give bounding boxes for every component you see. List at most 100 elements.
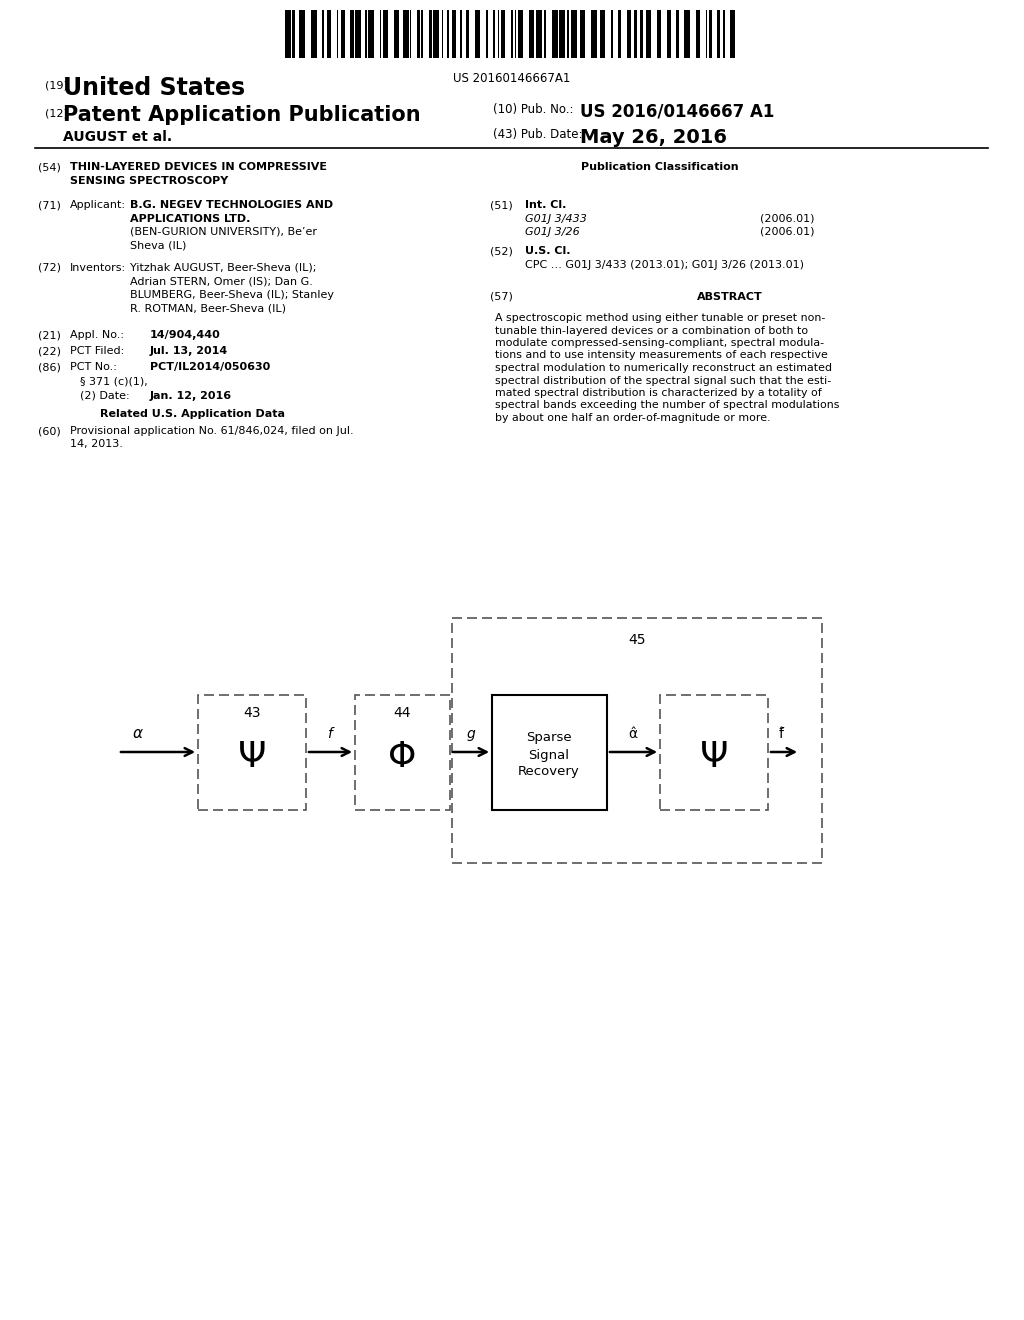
Bar bbox=[657, 11, 662, 58]
Text: Publication Classification: Publication Classification bbox=[582, 162, 738, 172]
Text: A spectroscopic method using either tunable or preset non-: A spectroscopic method using either tuna… bbox=[495, 313, 825, 323]
Text: US 2016/0146667 A1: US 2016/0146667 A1 bbox=[580, 103, 774, 121]
Bar bbox=[198, 696, 306, 810]
Bar bbox=[501, 11, 505, 58]
Text: spectral bands exceeding the number of spectral modulations: spectral bands exceeding the number of s… bbox=[495, 400, 840, 411]
Text: tunable thin-layered devices or a combination of both to: tunable thin-layered devices or a combin… bbox=[495, 326, 808, 335]
Text: mated spectral distribution is characterized by a totality of: mated spectral distribution is character… bbox=[495, 388, 821, 399]
Text: (2) Date:: (2) Date: bbox=[80, 391, 130, 401]
Text: (2006.01): (2006.01) bbox=[760, 227, 814, 238]
Text: SENSING SPECTROSCOPY: SENSING SPECTROSCOPY bbox=[70, 176, 228, 186]
Text: Jan. 12, 2016: Jan. 12, 2016 bbox=[150, 391, 232, 401]
Bar bbox=[618, 11, 622, 58]
Text: § 371 (c)(1),: § 371 (c)(1), bbox=[80, 378, 147, 387]
Bar bbox=[559, 11, 565, 58]
Bar bbox=[452, 618, 822, 863]
Bar bbox=[611, 11, 612, 58]
Bar bbox=[460, 11, 462, 58]
Bar bbox=[537, 11, 542, 58]
Text: (52): (52) bbox=[490, 247, 513, 256]
Text: Yitzhak AUGUST, Beer-Sheva (IL);: Yitzhak AUGUST, Beer-Sheva (IL); bbox=[130, 263, 316, 273]
Bar bbox=[323, 11, 324, 58]
Bar bbox=[355, 696, 450, 810]
Text: (43) Pub. Date:: (43) Pub. Date: bbox=[493, 128, 583, 141]
Text: 14, 2013.: 14, 2013. bbox=[70, 440, 123, 450]
Bar bbox=[311, 11, 316, 58]
Bar bbox=[486, 11, 487, 58]
Text: (54): (54) bbox=[38, 162, 60, 172]
Bar bbox=[730, 11, 734, 58]
Text: Appl. No.:: Appl. No.: bbox=[70, 330, 124, 341]
Text: PCT/IL2014/050630: PCT/IL2014/050630 bbox=[150, 362, 270, 372]
Bar bbox=[337, 11, 338, 58]
Bar bbox=[718, 11, 720, 58]
Bar bbox=[422, 11, 423, 58]
Text: U.S. Cl.: U.S. Cl. bbox=[525, 247, 570, 256]
Text: (71): (71) bbox=[38, 201, 60, 210]
Text: Related U.S. Application Data: Related U.S. Application Data bbox=[100, 409, 285, 418]
Text: (2006.01): (2006.01) bbox=[760, 214, 814, 223]
Text: modulate compressed-sensing-compliant, spectral modula-: modulate compressed-sensing-compliant, s… bbox=[495, 338, 824, 348]
Text: 14/904,440: 14/904,440 bbox=[150, 330, 221, 341]
Text: Provisional application No. 61/846,024, filed on Jul.: Provisional application No. 61/846,024, … bbox=[70, 426, 353, 436]
Bar bbox=[529, 11, 534, 58]
Text: May 26, 2016: May 26, 2016 bbox=[580, 128, 727, 147]
Bar bbox=[380, 11, 381, 58]
Bar bbox=[383, 11, 388, 58]
Text: (22): (22) bbox=[38, 346, 61, 356]
Bar bbox=[494, 11, 495, 58]
Text: Sheva (IL): Sheva (IL) bbox=[130, 240, 186, 251]
Text: B.G. NEGEV TECHNOLOGIES AND: B.G. NEGEV TECHNOLOGIES AND bbox=[130, 201, 333, 210]
Bar bbox=[366, 11, 367, 58]
Text: BLUMBERG, Beer-Sheva (IL); Stanley: BLUMBERG, Beer-Sheva (IL); Stanley bbox=[130, 290, 334, 300]
Bar bbox=[285, 11, 291, 58]
Text: spectral distribution of the spectral signal such that the esti-: spectral distribution of the spectral si… bbox=[495, 375, 831, 385]
Text: PCT No.:: PCT No.: bbox=[70, 362, 117, 372]
Bar bbox=[433, 11, 438, 58]
Text: (51): (51) bbox=[490, 201, 513, 210]
Text: α: α bbox=[133, 726, 143, 742]
Bar bbox=[544, 11, 547, 58]
Text: 44: 44 bbox=[393, 706, 411, 719]
Text: Adrian STERN, Omer (IS); Dan G.: Adrian STERN, Omer (IS); Dan G. bbox=[130, 276, 313, 286]
Text: g: g bbox=[467, 727, 475, 741]
Text: R. ROTMAN, Beer-Sheva (IL): R. ROTMAN, Beer-Sheva (IL) bbox=[130, 304, 286, 314]
Bar bbox=[518, 11, 523, 58]
Text: US 20160146667A1: US 20160146667A1 bbox=[454, 73, 570, 84]
Bar bbox=[571, 11, 577, 58]
Bar bbox=[410, 11, 412, 58]
Bar bbox=[394, 11, 398, 58]
Bar bbox=[600, 11, 605, 58]
Text: α̂: α̂ bbox=[629, 727, 638, 741]
Text: (19): (19) bbox=[45, 81, 68, 90]
Bar bbox=[341, 11, 345, 58]
Bar bbox=[566, 11, 569, 58]
Text: (21): (21) bbox=[38, 330, 60, 341]
Text: (BEN-GURION UNIVERSITY), Be’er: (BEN-GURION UNIVERSITY), Be’er bbox=[130, 227, 317, 238]
Text: PCT Filed:: PCT Filed: bbox=[70, 346, 124, 356]
Text: by about one half an order-of-magnitude or more.: by about one half an order-of-magnitude … bbox=[495, 413, 770, 422]
Text: Applicant:: Applicant: bbox=[70, 201, 126, 210]
Text: ABSTRACT: ABSTRACT bbox=[697, 292, 763, 301]
Text: United States: United States bbox=[63, 77, 245, 100]
Bar bbox=[369, 11, 374, 58]
Bar bbox=[580, 11, 586, 58]
Bar bbox=[417, 11, 420, 58]
Bar bbox=[515, 11, 516, 58]
Bar bbox=[299, 11, 305, 58]
Text: CPC … G01J 3/433 (2013.01); G01J 3/26 (2013.01): CPC … G01J 3/433 (2013.01); G01J 3/26 (2… bbox=[525, 260, 804, 271]
Bar bbox=[684, 11, 690, 58]
Bar bbox=[552, 11, 558, 58]
Text: (10) Pub. No.:: (10) Pub. No.: bbox=[493, 103, 573, 116]
Bar bbox=[511, 11, 513, 58]
Text: (60): (60) bbox=[38, 426, 60, 436]
Bar bbox=[696, 11, 700, 58]
Bar bbox=[452, 11, 456, 58]
Bar bbox=[634, 11, 637, 58]
Text: G01J 3/433: G01J 3/433 bbox=[525, 214, 587, 223]
Bar bbox=[402, 11, 409, 58]
Bar bbox=[492, 696, 607, 810]
Bar bbox=[706, 11, 708, 58]
Text: THIN-LAYERED DEVICES IN COMPRESSIVE: THIN-LAYERED DEVICES IN COMPRESSIVE bbox=[70, 162, 327, 172]
Bar bbox=[676, 11, 679, 58]
